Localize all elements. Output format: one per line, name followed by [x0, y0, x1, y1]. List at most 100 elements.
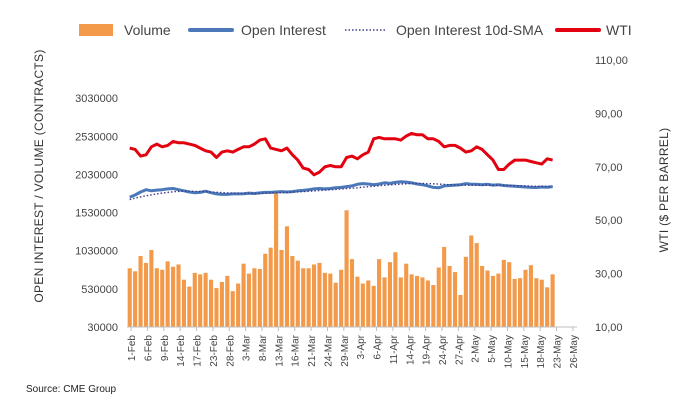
volume-bar [469, 235, 474, 327]
volume-bar [409, 274, 414, 327]
volume-bar [295, 260, 300, 327]
volume-bar [133, 271, 138, 327]
axes: 30000 530000 1030000 1530000 2030000 2530000 3… [75, 55, 628, 368]
volume-bar [154, 268, 159, 327]
x-tick-label: 14-Apr [405, 334, 416, 365]
volume-bar [387, 262, 393, 327]
volume-bar [371, 285, 376, 327]
x-tick-label: 24-Mar [323, 334, 334, 366]
x-tick-label: 18-May [536, 335, 547, 368]
volume-bar [377, 259, 382, 327]
volume-bar [301, 268, 306, 327]
volume-bar [355, 276, 360, 327]
volume-bar [171, 266, 176, 327]
y-left-tick: 3030000 [75, 93, 118, 105]
volume-bar [290, 256, 295, 327]
volume-bar [263, 253, 268, 327]
x-tick-label: 24-Apr [438, 334, 449, 365]
volume-bar [360, 283, 365, 327]
volume-bar [534, 278, 539, 327]
volume-bar [344, 210, 349, 327]
volume-bar [306, 268, 311, 327]
source-note: Source: CME Group [26, 384, 117, 395]
volume-bar [458, 294, 463, 327]
volume-bar [425, 280, 430, 327]
y-left-tick: 2030000 [75, 169, 118, 181]
x-tick-label: 6-Feb [143, 335, 154, 362]
volume-bar [236, 283, 241, 327]
volume-bar [366, 280, 371, 327]
volume-bar [279, 249, 284, 327]
x-tick-label: 2-May [471, 335, 482, 363]
x-tick-label: 23-May [553, 335, 564, 368]
volume-bar [246, 273, 252, 327]
volume-bar [225, 275, 230, 327]
x-tick-label: 23-Feb [209, 335, 220, 367]
volume-bar [311, 264, 317, 327]
x-tick-label: 26-May [569, 335, 580, 368]
x-tick-label: 14-Feb [176, 335, 187, 367]
x-tick-label: 8-Mar [258, 334, 269, 361]
y-left-tick: 2530000 [75, 131, 118, 143]
volume-bar [496, 273, 501, 327]
volume-bar [398, 277, 403, 327]
volume-bar [143, 262, 149, 327]
volume-bar [165, 261, 170, 327]
volume-bar [420, 277, 425, 327]
legend-label-volume: Volume [124, 22, 171, 38]
x-tick-label: 3-Mar [242, 334, 253, 361]
y-axis-right-label: WTI ($ PER BARREL) [657, 128, 671, 253]
x-tick-label: 15-May [520, 335, 531, 368]
y-right-tick: 110,00 [595, 55, 628, 67]
volume-bar [539, 279, 544, 327]
volume-bar [545, 287, 550, 327]
volume-bar [474, 243, 479, 327]
volume-bar [187, 286, 192, 327]
volume-bar [241, 263, 246, 327]
x-tick-label: 6-Apr [373, 334, 384, 359]
volume-bar [523, 269, 528, 327]
volume-bar [431, 285, 436, 327]
volume-bar [415, 275, 420, 327]
volume-bar [393, 252, 398, 327]
legend-label-wti: WTI [606, 22, 632, 38]
y-right-tick: 10,00 [595, 322, 623, 334]
y-right-tick: 50,00 [595, 215, 623, 227]
volume-bar [181, 279, 186, 327]
y-left-tick: 1030000 [75, 246, 118, 258]
y-left-tick: 30000 [87, 322, 118, 334]
legend-swatch-volume [79, 24, 113, 36]
volume-bar [252, 268, 257, 327]
x-tick-label: 1-Feb [127, 335, 138, 362]
volume-bar [480, 265, 485, 327]
open-interest-sma-line [129, 182, 553, 201]
wti-line [129, 131, 553, 177]
volume-bar [268, 247, 273, 327]
volume-bar [257, 269, 262, 327]
volume-bar [349, 259, 355, 327]
series-lines [129, 131, 553, 201]
x-tick-label: 10-May [503, 335, 514, 368]
volume-bar [192, 272, 197, 327]
x-tick-label: 29-Mar [340, 334, 351, 366]
volume-bar [214, 288, 219, 327]
x-tick-label: 28-Feb [225, 335, 236, 367]
open-interest-line [129, 180, 553, 199]
legend-label-oi: Open Interest [241, 22, 326, 38]
x-tick-label: 16-Mar [291, 334, 302, 366]
legend: Volume Open Interest Open Interest 10d-SMA… [79, 22, 632, 38]
volume-bar [176, 264, 181, 327]
volume-bar [219, 281, 224, 327]
volume-bar [528, 265, 533, 327]
volume-bar [333, 282, 338, 327]
volume-bar [230, 291, 235, 327]
volume-bar [208, 279, 214, 327]
volume-bar [442, 246, 447, 327]
y-left-tick: 1530000 [75, 208, 118, 220]
x-tick-label: 9-Feb [160, 335, 171, 362]
volume-bar [550, 274, 555, 327]
volume-bar [203, 272, 208, 327]
volume-bar [490, 275, 496, 327]
volume-bar [274, 190, 279, 327]
